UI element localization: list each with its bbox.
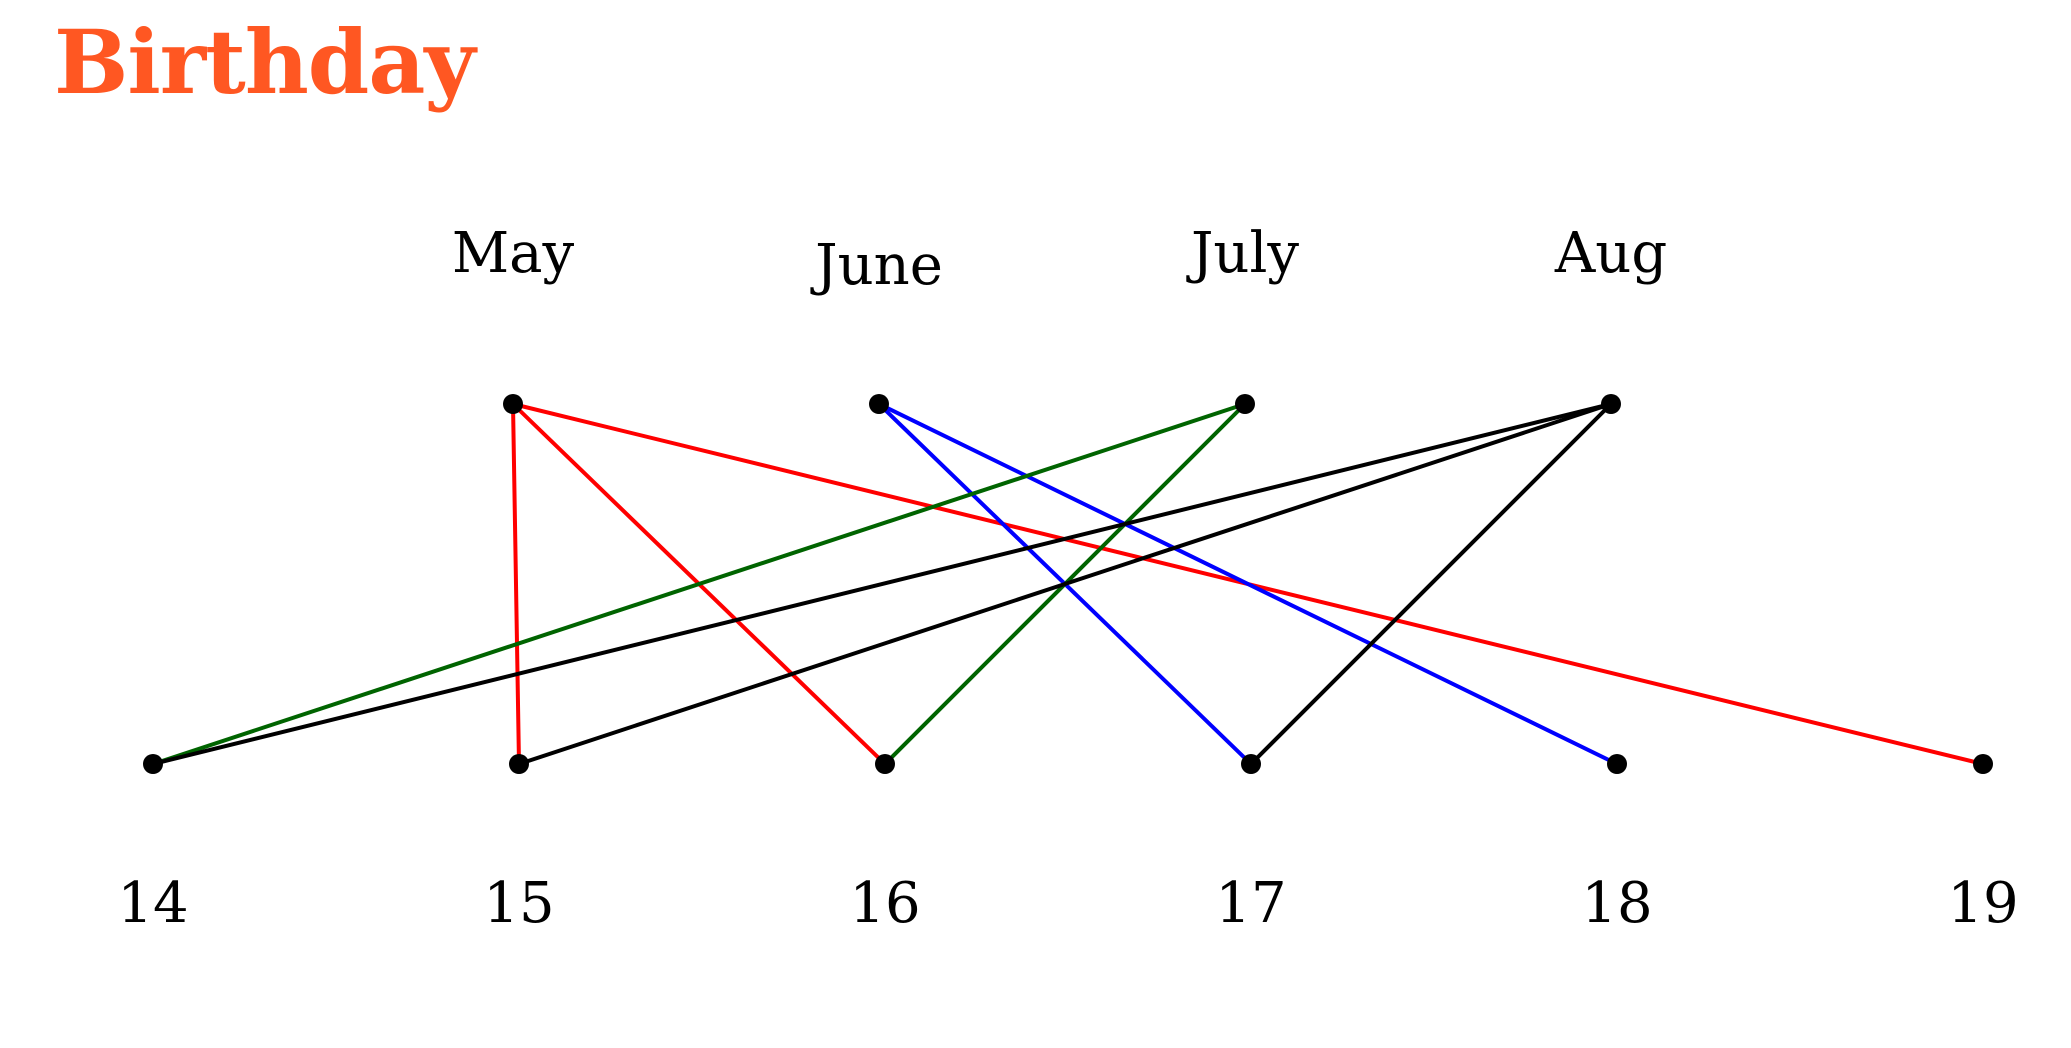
month-label-june: June — [810, 233, 943, 298]
edge-july-d14 — [151, 402, 1247, 766]
edges-group — [151, 402, 1985, 766]
day-label-d18: 18 — [1581, 871, 1652, 936]
nodes-group — [143, 394, 1993, 774]
edge-aug-d17 — [1249, 402, 1613, 766]
day-node-d19 — [1973, 754, 1993, 774]
month-node-aug — [1601, 394, 1621, 414]
day-label-d19: 19 — [1947, 871, 2018, 936]
edge-aug-d14 — [151, 402, 1613, 766]
edge-june-d18 — [877, 402, 1619, 766]
edge-aug-d15 — [517, 402, 1613, 766]
day-node-d15 — [509, 754, 529, 774]
month-label-july: July — [1186, 221, 1299, 286]
page-title: Birthday — [54, 10, 475, 114]
month-label-aug: Aug — [1554, 221, 1667, 286]
month-node-june — [869, 394, 889, 414]
day-label-d16: 16 — [849, 871, 920, 936]
day-node-d18 — [1607, 754, 1627, 774]
day-node-d14 — [143, 754, 163, 774]
day-node-d16 — [875, 754, 895, 774]
labels-group: May June July Aug 14 15 16 17 18 19 — [117, 221, 2018, 936]
day-node-d17 — [1241, 754, 1261, 774]
day-label-d14: 14 — [117, 871, 188, 936]
edge-may-d15 — [511, 402, 521, 766]
month-label-may: May — [452, 221, 575, 286]
day-label-d15: 15 — [483, 871, 554, 936]
month-node-july — [1235, 394, 1255, 414]
day-label-d17: 17 — [1215, 871, 1286, 936]
month-node-may — [503, 394, 523, 414]
